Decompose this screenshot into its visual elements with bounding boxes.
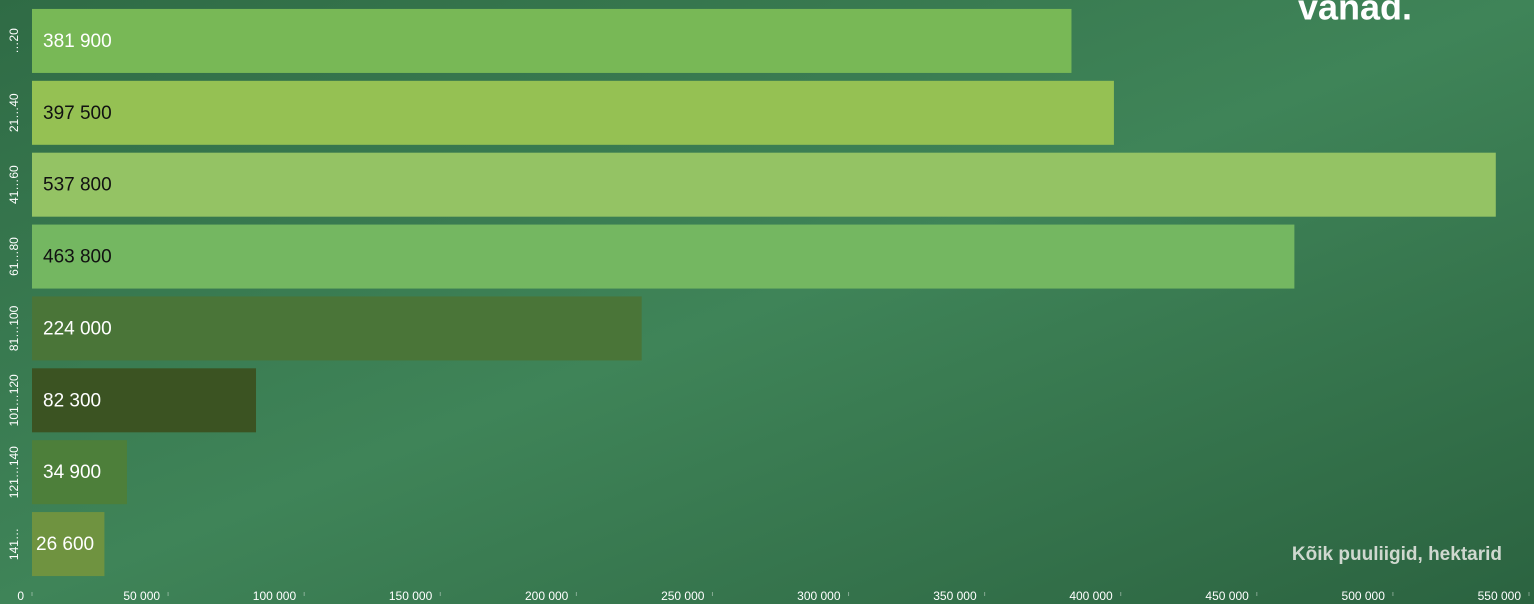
x-tick-label: 150 000: [389, 589, 433, 603]
y-tick-label: …20: [7, 28, 21, 54]
x-tick-label: 0: [17, 589, 24, 603]
x-tick-label: 450 000: [1205, 589, 1249, 603]
value-label: 463 800: [43, 247, 112, 268]
x-tick-label: 500 000: [1342, 589, 1386, 603]
y-tick-label: 141…: [7, 528, 21, 560]
x-tick-label: 300 000: [797, 589, 841, 603]
y-tick-label: 41…60: [7, 165, 21, 204]
y-tick-label: 21…40: [7, 93, 21, 132]
bar: [32, 296, 642, 361]
y-tick-label: 101…120: [7, 374, 21, 426]
value-label: 397 500: [43, 103, 112, 124]
y-tick-label: 61…80: [7, 237, 21, 276]
x-tick-label: 350 000: [933, 589, 977, 603]
x-tick-label: 100 000: [253, 589, 297, 603]
bar: [32, 368, 257, 433]
bar: [32, 512, 105, 577]
x-tick-label: 250 000: [661, 589, 705, 603]
bar: [32, 80, 1114, 145]
value-label: 26 600: [36, 534, 94, 555]
x-tick-label: 200 000: [525, 589, 569, 603]
y-tick-label: 81…100: [7, 305, 21, 351]
bar: [32, 152, 1496, 217]
bar: [32, 440, 127, 505]
x-tick-label: 550 000: [1478, 589, 1522, 603]
value-label: 381 900: [43, 31, 112, 52]
value-label: 34 900: [43, 462, 101, 483]
chart-title: vanad.: [1298, 0, 1412, 28]
value-label: 224 000: [43, 318, 112, 339]
annotation: Kõik puuliigid, hektarid: [1292, 544, 1502, 565]
y-tick-label: 121…140: [7, 446, 21, 498]
x-tick-label: 400 000: [1069, 589, 1113, 603]
bar: [32, 224, 1295, 289]
x-tick-label: 50 000: [123, 589, 160, 603]
value-label: 537 800: [43, 175, 112, 196]
value-label: 82 300: [43, 390, 101, 411]
bar: [32, 8, 1072, 73]
